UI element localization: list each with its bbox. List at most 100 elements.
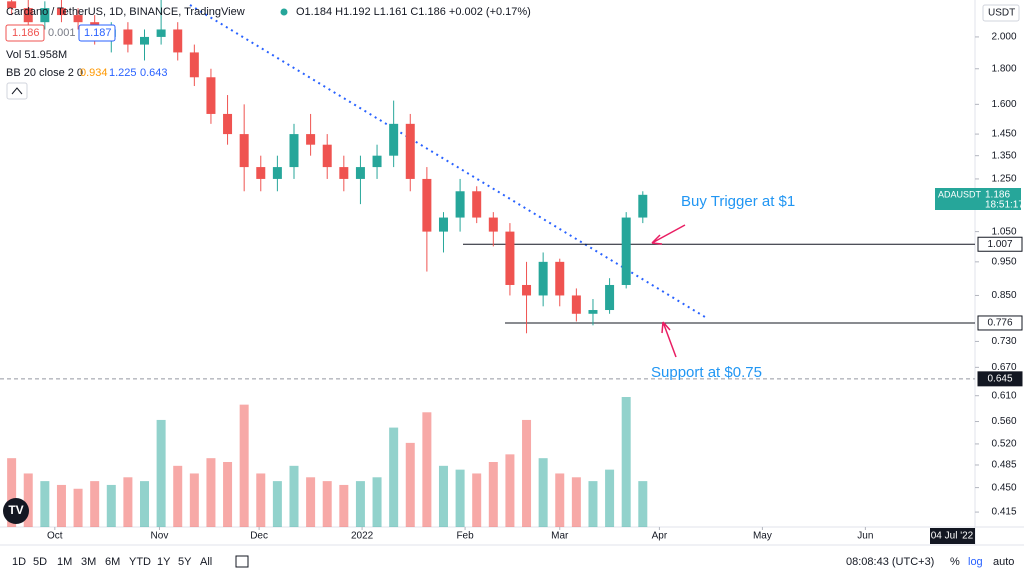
candle-body <box>189 52 199 78</box>
volume-bar <box>206 458 216 527</box>
price-level-tag <box>977 315 1023 331</box>
annotation: Buy Trigger at $1 <box>681 193 795 210</box>
candle-body <box>239 134 249 168</box>
logo-mark: TV <box>8 503 23 517</box>
x-tick-label: Oct <box>47 531 63 542</box>
volume-bar <box>40 481 50 527</box>
y-tick-label: 0.520 <box>991 439 1016 450</box>
x-tick-label: Dec <box>250 531 268 542</box>
candle-body <box>488 217 498 232</box>
y-tick-label: 1.250 <box>991 174 1016 185</box>
volume-bar <box>73 488 83 527</box>
bid[interactable]: 1.186 <box>12 27 40 39</box>
volume-bar <box>56 484 66 527</box>
volume-bar <box>389 427 399 527</box>
countdown: 18:51:17 <box>985 200 1024 211</box>
volume-bar <box>438 465 448 527</box>
y-tick-label: 0.560 <box>991 416 1016 427</box>
y-tick-label: 0.850 <box>991 290 1016 301</box>
volume-bar <box>355 481 365 527</box>
volume-bar <box>621 397 631 527</box>
logo[interactable] <box>3 498 29 524</box>
range-button[interactable]: All <box>200 556 212 568</box>
candle-body <box>256 167 266 179</box>
y-tick-label: 2.000 <box>991 32 1016 43</box>
y-tick-label: 0.730 <box>991 336 1016 347</box>
range-button[interactable]: 1Y <box>157 556 171 568</box>
ask-box[interactable] <box>78 24 116 42</box>
percent-toggle[interactable]: % <box>950 556 960 568</box>
bb-upper: 1.225 <box>109 67 137 79</box>
candle-body <box>73 15 83 23</box>
candle-body <box>23 8 33 23</box>
price-tag <box>935 188 1021 210</box>
y-tick-label: 1.800 <box>991 63 1016 74</box>
bb-basis: 0.934 <box>80 67 108 79</box>
candle-body <box>123 29 133 45</box>
candle-body <box>40 8 50 23</box>
candle-body <box>156 29 166 37</box>
y-tick-label: 0.485 <box>991 460 1016 471</box>
y-tick-label: 0.670 <box>991 362 1016 373</box>
bid-box[interactable] <box>5 24 45 42</box>
auto-toggle[interactable]: auto <box>993 556 1014 568</box>
candle-body <box>355 167 365 179</box>
volume-bar <box>505 454 515 527</box>
currency[interactable]: USDT <box>988 8 1015 19</box>
volume-bar <box>372 477 382 527</box>
volume-bar <box>23 473 33 527</box>
candle-body <box>405 123 415 179</box>
volume-bar <box>90 481 100 527</box>
price-level-label: 1.007 <box>987 239 1012 250</box>
volume-bar <box>306 477 316 527</box>
candle-body <box>555 261 565 296</box>
candle-body <box>588 310 598 314</box>
bb-label: BB 20 close 2 0 <box>6 67 83 79</box>
collapse-icon <box>11 87 23 95</box>
volume-bar <box>472 473 482 527</box>
toolbar: 1D 5D 1M 3M 6M YTD 1Y 5Y All 08:08:43 (U… <box>12 555 1014 568</box>
volume-bar <box>123 477 133 527</box>
candle-body <box>306 134 316 145</box>
volume-bar <box>289 465 299 527</box>
volume-bar <box>405 442 415 527</box>
symbol-tag: ADAUSDT <box>938 189 982 199</box>
range-button[interactable]: 1D <box>12 556 26 568</box>
range-button[interactable]: 6M <box>105 556 120 568</box>
trend-line <box>189 4 706 318</box>
currency-button[interactable] <box>982 4 1020 22</box>
x-tick-label: May <box>753 531 772 542</box>
volume-bar <box>638 481 648 527</box>
range-button[interactable]: 5D <box>33 556 47 568</box>
date-range-icon[interactable] <box>235 555 249 568</box>
ohlc-text: O1.184 H1.192 L1.161 C1.186 +0.002 (+0.1… <box>296 6 531 18</box>
y-tick-label: 0.610 <box>991 390 1016 401</box>
x-tick-label: Apr <box>652 531 668 542</box>
collapse-button[interactable] <box>6 82 28 100</box>
range-button[interactable]: 5Y <box>178 556 192 568</box>
candle-body <box>621 217 631 285</box>
header: Cardano / TetherUS, 1D, BINANCE, Trading… <box>5 6 531 100</box>
range-button[interactable]: YTD <box>129 556 151 568</box>
volume-bar <box>256 473 266 527</box>
bb-lower: 0.643 <box>140 67 168 79</box>
volume-bar <box>605 469 615 527</box>
candle-body <box>173 29 183 53</box>
log-toggle[interactable]: log <box>968 556 983 568</box>
cursor-date: 04 Jul '22 <box>931 531 974 542</box>
y-tick-label: 1.350 <box>991 150 1016 161</box>
volume-bar <box>239 404 249 527</box>
range-button[interactable]: 1M <box>57 556 72 568</box>
volume-bar <box>106 484 116 527</box>
ask[interactable]: 1.187 <box>84 27 112 39</box>
candle-body <box>522 284 532 296</box>
volume-label: Vol 51.958M <box>6 49 67 61</box>
candle-body <box>571 295 581 314</box>
candle-body <box>605 284 615 311</box>
volume-bar <box>173 465 183 527</box>
clock: 08:08:43 (UTC+3) <box>846 556 934 568</box>
arrow <box>651 224 686 245</box>
range-button[interactable]: 3M <box>81 556 96 568</box>
candle-body <box>339 167 349 179</box>
candle-body <box>372 155 382 168</box>
